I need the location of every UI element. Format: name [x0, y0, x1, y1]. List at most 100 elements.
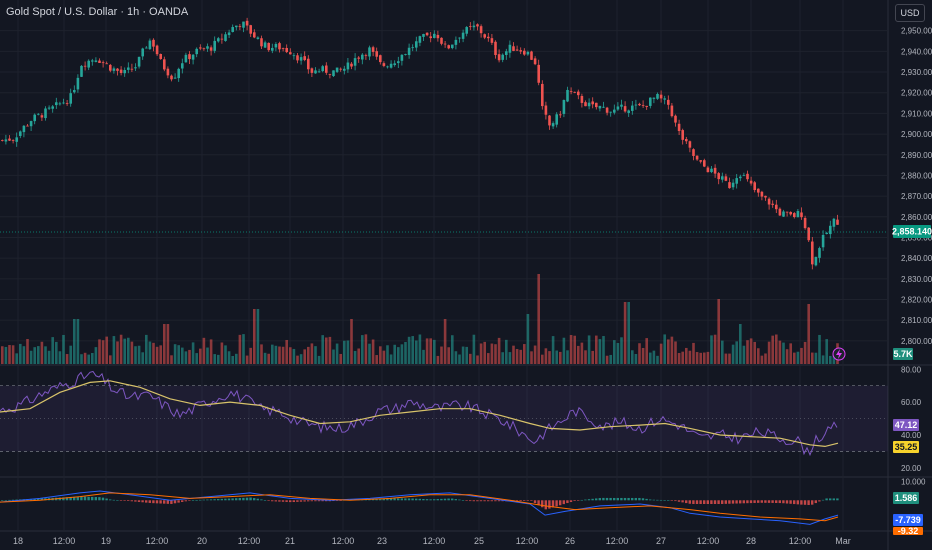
candle-body	[724, 176, 728, 181]
volume-bar	[55, 341, 58, 364]
macd-histogram-bar	[728, 500, 731, 504]
volume-bar	[533, 345, 537, 364]
volume-bar	[652, 350, 656, 364]
candle-body	[739, 176, 742, 179]
candle-body	[73, 90, 76, 93]
volume-bar	[231, 355, 234, 364]
macd-histogram-bar	[829, 498, 832, 501]
candle-body	[602, 106, 605, 108]
volume-bar	[73, 319, 76, 364]
volume-bar	[249, 347, 252, 364]
candle-body	[656, 93, 659, 99]
volume-bar	[173, 344, 177, 364]
candle-body	[616, 106, 620, 110]
macd-histogram-bar	[836, 498, 839, 501]
volume-bar	[656, 355, 659, 364]
candle-body	[533, 58, 537, 65]
candle-body	[26, 125, 29, 127]
volume-bar	[505, 339, 508, 364]
volume-bar	[166, 324, 170, 364]
macd-histogram-bar	[811, 500, 814, 505]
volume-bar	[519, 349, 522, 364]
volume-bar	[451, 335, 454, 364]
candle-body	[713, 167, 717, 174]
volume-bar	[764, 353, 767, 364]
candle-body	[627, 110, 630, 113]
volume-bar	[397, 347, 400, 364]
volume-bar	[667, 339, 670, 364]
candle-body	[706, 167, 710, 173]
volume-bar	[148, 341, 152, 364]
candle-body	[555, 114, 558, 125]
volume-bar	[782, 342, 785, 364]
candle-body	[62, 102, 65, 104]
candle-body	[1, 140, 4, 141]
volume-bar	[317, 355, 321, 364]
candle-body	[353, 58, 357, 66]
candle-body	[94, 60, 98, 62]
macd-histogram-bar	[256, 498, 259, 501]
volume-bar	[130, 341, 134, 364]
volume-bar	[785, 349, 789, 364]
candle-body	[609, 111, 612, 113]
rsi-panel	[0, 370, 888, 457]
rsi-tick-label: 80.00	[901, 365, 922, 374]
candle-body	[458, 37, 461, 39]
candle-body	[595, 102, 598, 108]
candle-body	[764, 195, 767, 198]
candle-body	[397, 61, 400, 64]
macd-histogram-bar	[818, 500, 821, 502]
currency-button[interactable]: USD	[895, 4, 925, 22]
candle-body	[613, 109, 616, 113]
macd-histogram-bar	[141, 500, 144, 503]
candle-body	[760, 191, 764, 197]
macd-histogram-bar	[634, 497, 637, 501]
macd-histogram-bar	[688, 500, 691, 504]
lightning-icon[interactable]	[832, 347, 846, 361]
candle-body	[4, 139, 8, 142]
macd-histogram-bar	[436, 499, 439, 501]
macd-histogram-bar	[397, 498, 400, 501]
volume-bar	[26, 338, 29, 364]
volume-bar	[497, 337, 501, 364]
candle-body	[148, 40, 152, 50]
macd-histogram-bar	[710, 500, 713, 504]
candle-body	[83, 65, 87, 67]
candle-body	[829, 225, 832, 235]
volume-bar	[393, 344, 396, 364]
macd-histogram-bar	[375, 499, 378, 501]
volume-bar	[22, 346, 26, 364]
volume-bar	[343, 340, 346, 364]
volume-bar	[152, 342, 155, 364]
candle-body	[357, 57, 360, 59]
volume-bar	[260, 344, 263, 364]
volume-bar	[821, 355, 825, 364]
candle-body	[418, 36, 422, 43]
svg-text:2,858.140: 2,858.140	[892, 227, 932, 237]
candle-body	[37, 113, 40, 115]
candle-body	[227, 32, 231, 36]
macd-histogram-bar	[638, 497, 641, 501]
time-tick-label: 12:00	[332, 536, 355, 546]
candle-body	[497, 54, 501, 61]
volume-bar	[566, 350, 569, 364]
volume-bar	[213, 354, 216, 364]
volume-bar	[703, 352, 706, 364]
candle-body	[69, 93, 72, 104]
volume-bar	[263, 352, 267, 364]
volume-bar	[69, 345, 72, 364]
volume-bar	[155, 346, 159, 364]
volume-bar	[721, 340, 724, 364]
volume-bar	[296, 355, 299, 364]
candle-body	[623, 106, 627, 112]
symbol-title[interactable]: Gold Spot / U.S. Dollar · 1h · OANDA	[6, 6, 189, 18]
rsi-tick-label: 60.00	[901, 398, 922, 407]
time-tick-label: 18	[13, 536, 23, 546]
volume-bar	[1, 346, 4, 364]
volume-bar	[577, 345, 580, 364]
macd-histogram-bar	[602, 497, 605, 501]
candle-body	[76, 77, 80, 90]
macd-histogram-bar	[188, 500, 191, 501]
macd-histogram-bar	[483, 500, 486, 502]
